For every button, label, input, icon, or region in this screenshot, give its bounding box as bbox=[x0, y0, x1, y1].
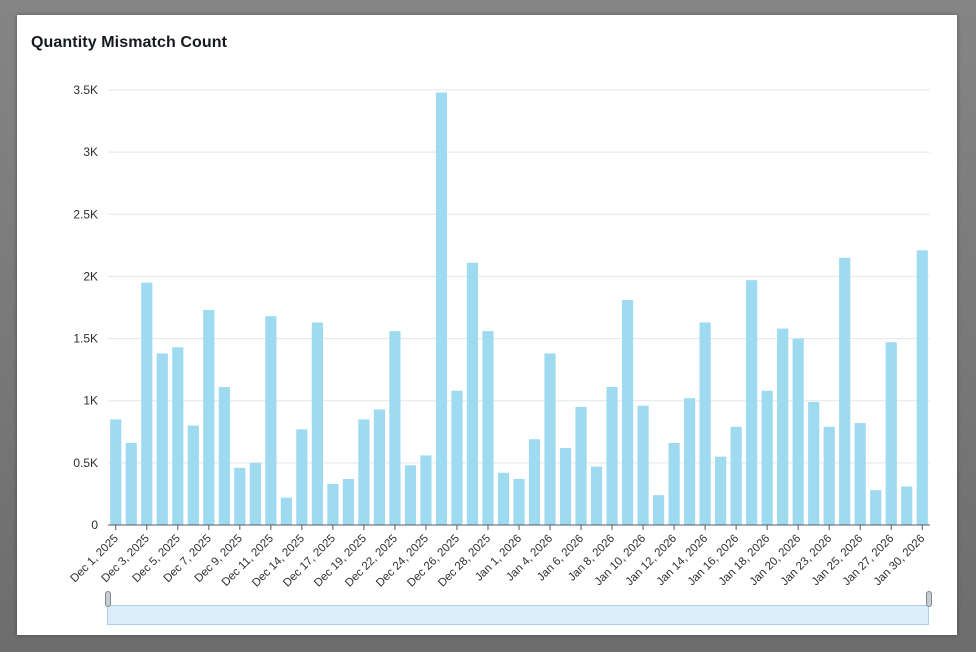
bar bbox=[249, 462, 261, 525]
chart-title: Quantity Mismatch Count bbox=[31, 34, 228, 51]
y-tick-label: 0 bbox=[91, 518, 98, 532]
bar bbox=[389, 331, 401, 525]
bar bbox=[637, 405, 649, 525]
bar bbox=[575, 406, 587, 525]
bar bbox=[854, 423, 866, 525]
bar bbox=[187, 425, 199, 525]
bar bbox=[342, 479, 354, 525]
bar bbox=[808, 401, 820, 525]
bar bbox=[327, 483, 339, 525]
chart-card: Quantity Mismatch Count 0 0.5K 1K 1.5K 2K 2.5… bbox=[17, 15, 957, 635]
bar bbox=[823, 426, 835, 525]
range-start-handle[interactable] bbox=[105, 591, 111, 607]
bar bbox=[311, 322, 323, 525]
bar bbox=[746, 280, 758, 525]
y-tick-label: 2K bbox=[83, 269, 98, 283]
bar bbox=[156, 353, 168, 525]
bar bbox=[730, 426, 742, 525]
bar bbox=[761, 390, 773, 525]
bar bbox=[497, 472, 510, 525]
y-tick-label: 2.5K bbox=[73, 207, 98, 221]
bar bbox=[482, 331, 494, 525]
bar bbox=[901, 486, 913, 525]
bar bbox=[110, 419, 122, 525]
bar bbox=[451, 390, 463, 525]
bar bbox=[653, 495, 665, 525]
bar bbox=[916, 250, 928, 525]
bar bbox=[172, 347, 184, 525]
range-end-handle[interactable] bbox=[926, 591, 932, 607]
y-tick-label: 3K bbox=[83, 145, 98, 159]
bar bbox=[528, 439, 541, 525]
bar bbox=[420, 455, 432, 525]
bar bbox=[404, 465, 417, 525]
bar bbox=[125, 442, 137, 525]
bar bbox=[203, 309, 215, 525]
bar bbox=[296, 429, 308, 525]
bar bbox=[870, 490, 882, 525]
bar bbox=[218, 387, 230, 525]
bar bbox=[544, 353, 556, 525]
y-tick-label: 3.5K bbox=[73, 83, 98, 97]
y-tick-label: 1K bbox=[83, 394, 98, 408]
bar bbox=[590, 466, 603, 525]
y-tick-label: 1.5K bbox=[73, 332, 98, 346]
bar bbox=[141, 282, 153, 525]
range-scrollbar[interactable] bbox=[107, 605, 929, 625]
bar bbox=[435, 92, 448, 526]
bar bbox=[234, 467, 246, 525]
bar bbox=[885, 342, 897, 525]
bar bbox=[699, 322, 711, 525]
bar bbox=[280, 497, 292, 525]
bar bbox=[358, 419, 370, 525]
bar bbox=[777, 328, 789, 525]
y-tick-label: 0.5K bbox=[73, 456, 98, 470]
bar bbox=[621, 300, 634, 525]
bar bbox=[606, 387, 618, 525]
bar bbox=[839, 257, 851, 525]
bar bbox=[265, 316, 277, 525]
bar bbox=[684, 398, 696, 525]
bar bbox=[513, 479, 525, 525]
bar bbox=[559, 447, 572, 525]
bar bbox=[373, 409, 385, 525]
bar bbox=[715, 456, 727, 525]
bar bbox=[668, 442, 680, 525]
bar bbox=[466, 262, 479, 525]
bar bbox=[792, 338, 804, 525]
